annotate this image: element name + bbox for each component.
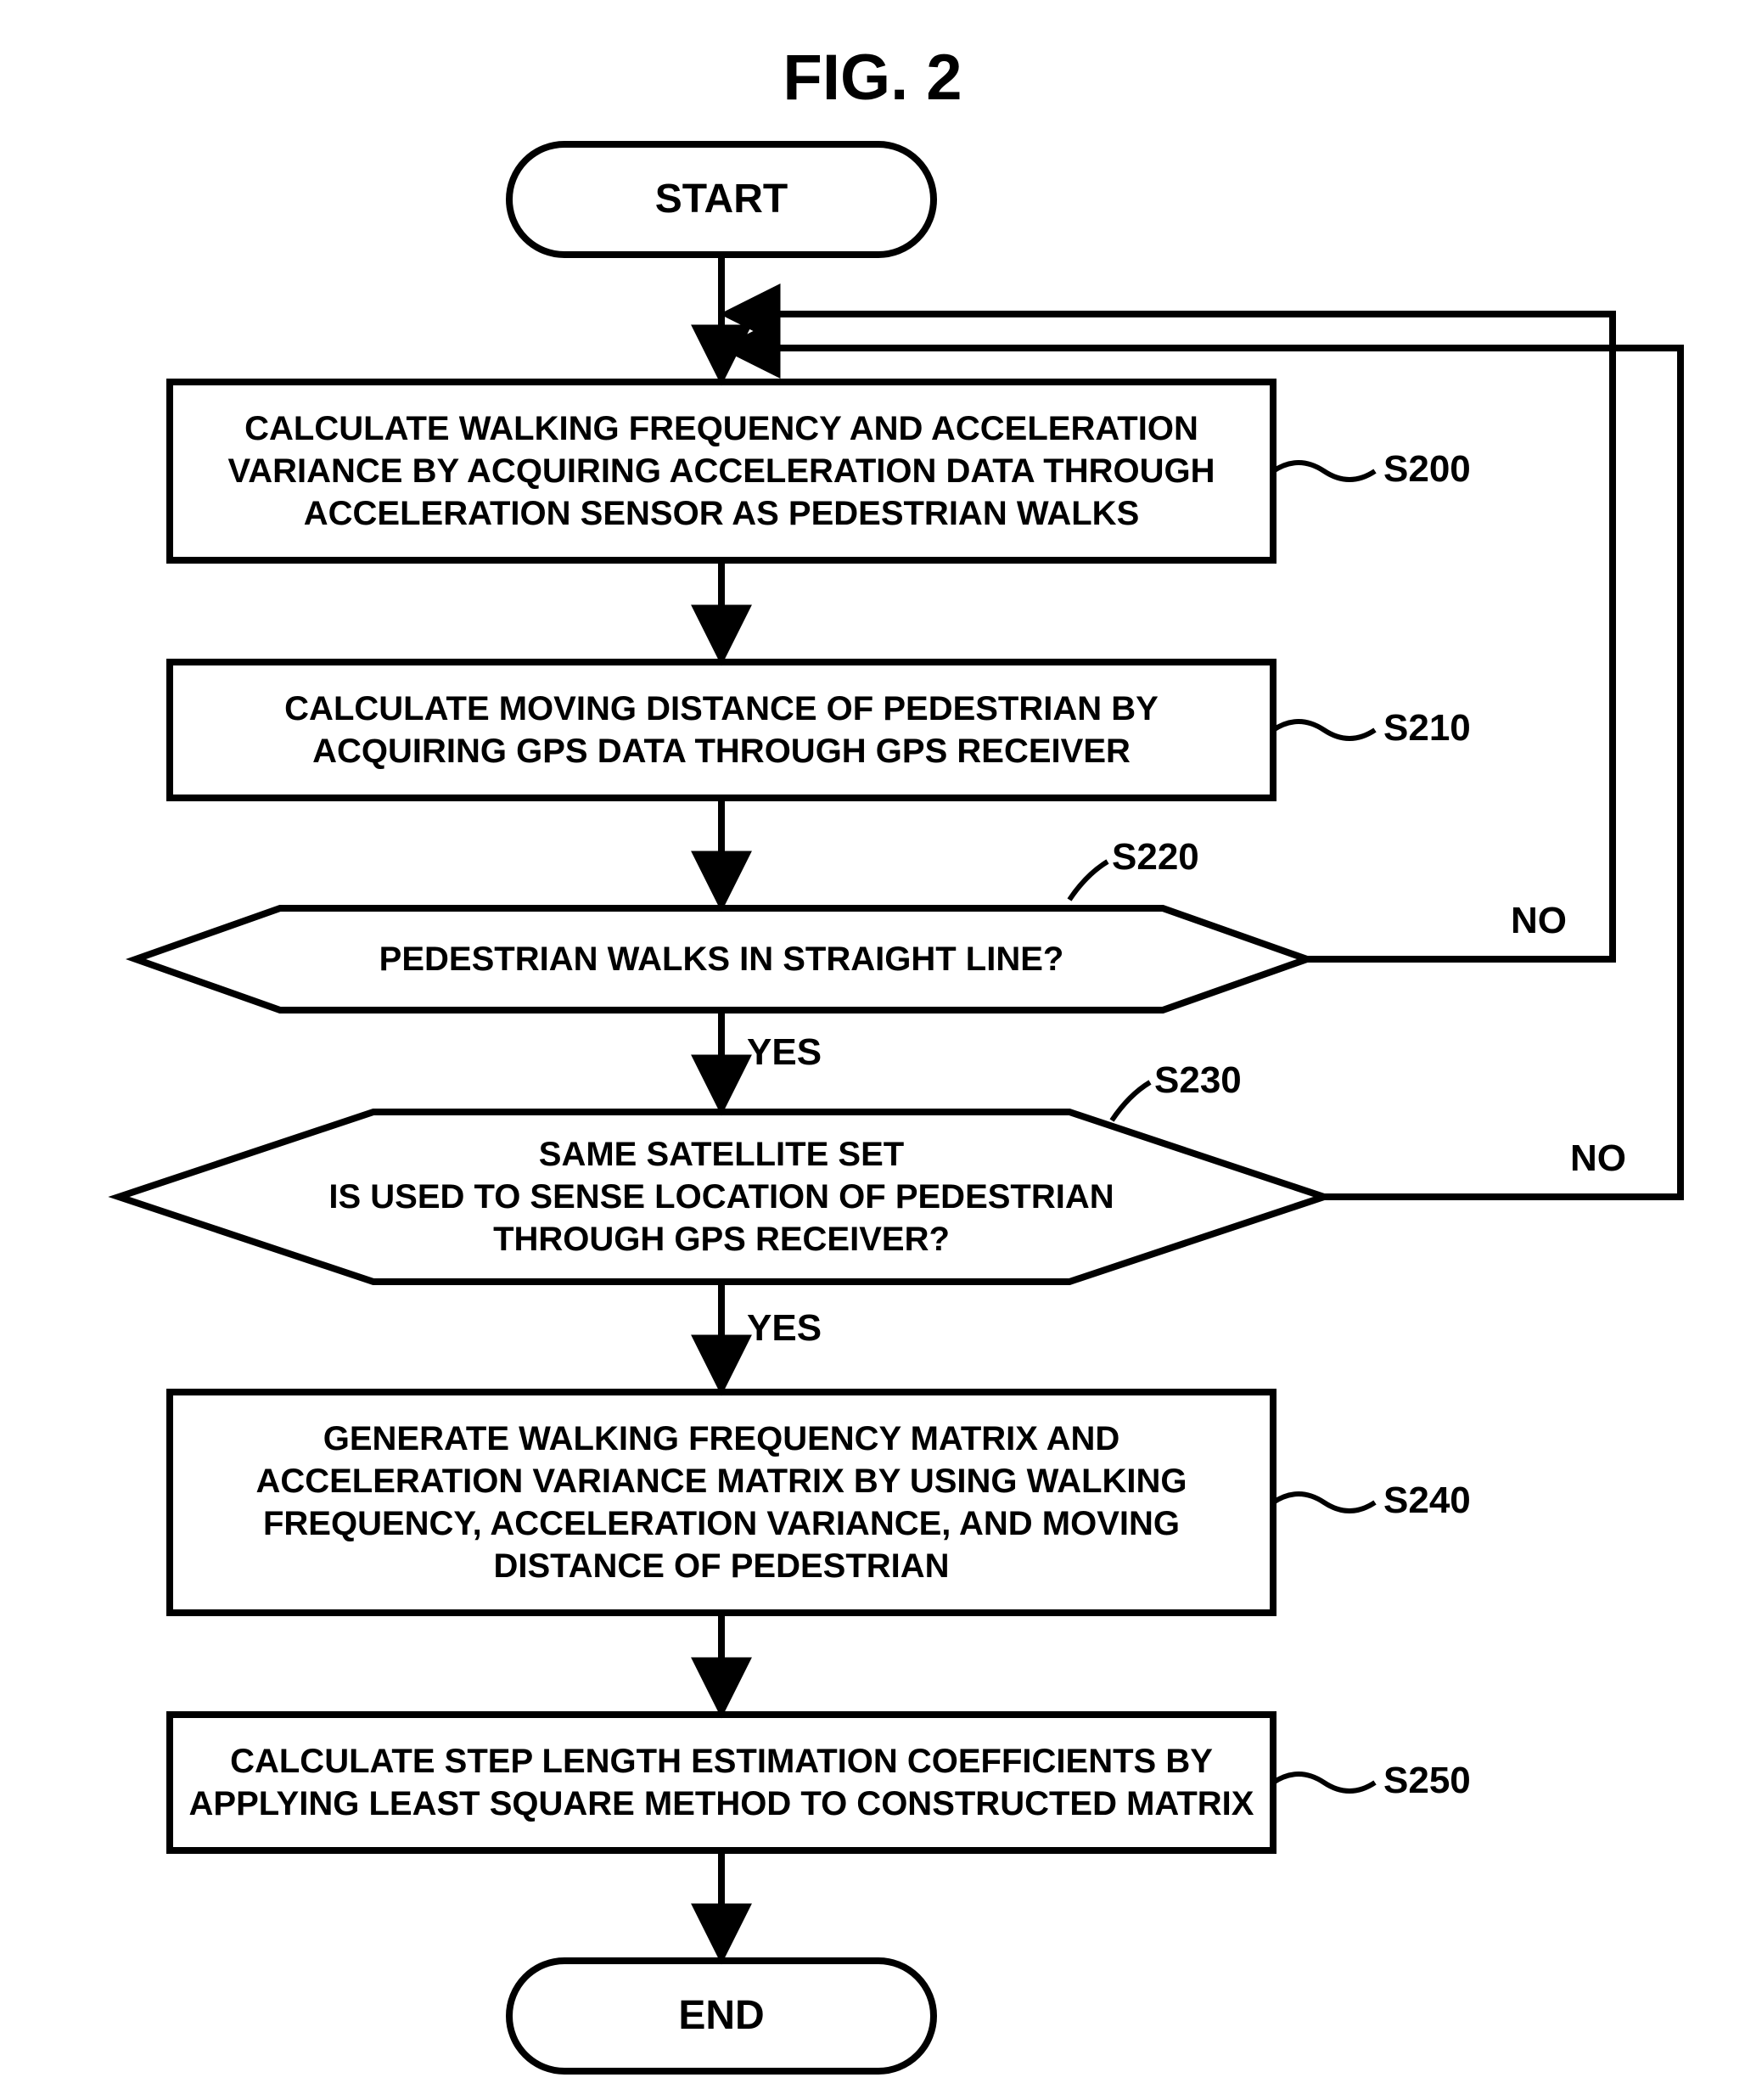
s220-yes: YES xyxy=(747,1031,822,1074)
s220-text: PEDESTRIAN WALKS IN STRAIGHT LINE? xyxy=(255,908,1188,1010)
s240-text: GENERATE WALKING FREQUENCY MATRIX AND AC… xyxy=(187,1392,1256,1613)
start-text: START xyxy=(509,144,934,255)
s200-label: S200 xyxy=(1383,448,1471,491)
s220-no: NO xyxy=(1511,900,1567,942)
s250-text: CALCULATE STEP LENGTH ESTIMATION COEFFIC… xyxy=(187,1715,1256,1850)
s230-text: SAME SATELLITE SET IS USED TO SENSE LOCA… xyxy=(238,1112,1205,1282)
s210-text: CALCULATE MOVING DISTANCE OF PEDESTRIAN … xyxy=(187,662,1256,798)
s230-no: NO xyxy=(1570,1137,1626,1180)
s220-label: S220 xyxy=(1112,836,1199,879)
end-text: END xyxy=(509,1961,934,2071)
s210-label: S210 xyxy=(1383,707,1471,750)
s240-label: S240 xyxy=(1383,1480,1471,1522)
s200-text: CALCULATE WALKING FREQUENCY AND ACCELERA… xyxy=(187,382,1256,560)
s230-yes: YES xyxy=(747,1307,822,1350)
s250-label: S250 xyxy=(1383,1760,1471,1802)
s230-label: S230 xyxy=(1154,1059,1242,1102)
